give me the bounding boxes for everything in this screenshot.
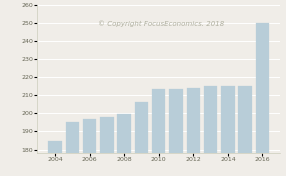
Bar <box>100 117 114 176</box>
Bar <box>169 89 183 176</box>
Bar <box>221 86 235 176</box>
Bar <box>239 86 252 176</box>
Bar <box>83 119 96 176</box>
Bar <box>256 23 269 176</box>
Bar <box>117 114 131 176</box>
Bar <box>186 88 200 176</box>
Bar <box>204 86 217 176</box>
Bar <box>48 141 62 176</box>
Bar <box>135 102 148 176</box>
Bar <box>65 122 79 176</box>
Text: © Copyright FocusEconomics. 2018: © Copyright FocusEconomics. 2018 <box>98 20 224 27</box>
Bar <box>152 89 166 176</box>
